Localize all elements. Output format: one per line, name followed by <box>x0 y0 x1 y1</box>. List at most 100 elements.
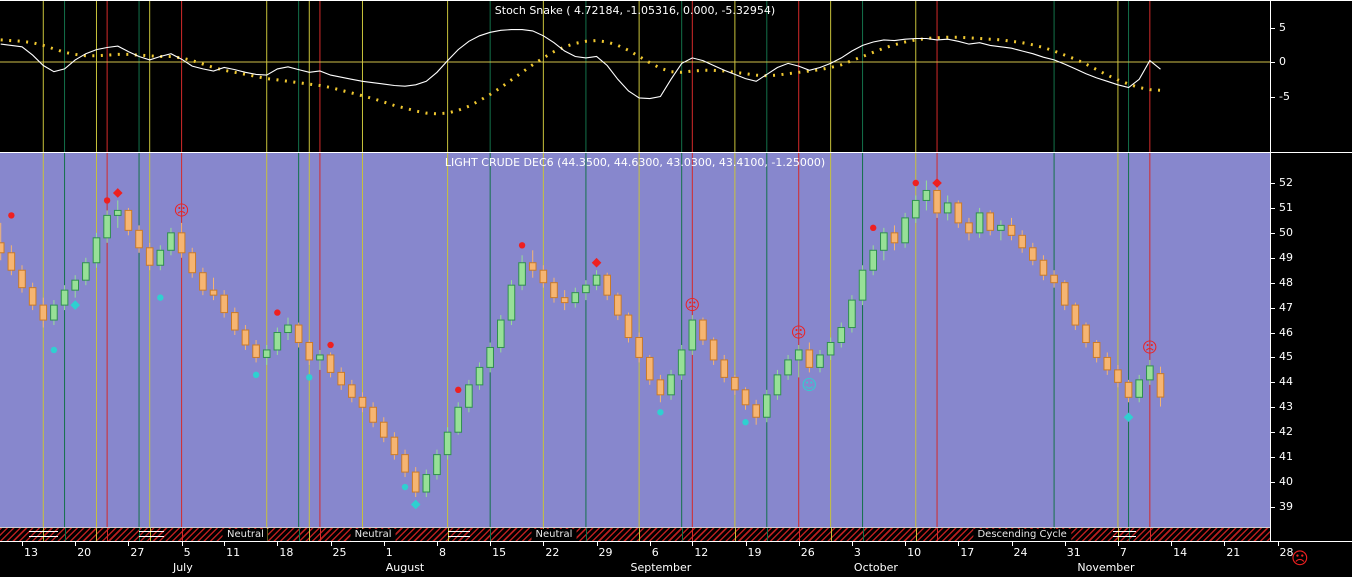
cycle-vline-green <box>681 528 683 541</box>
x-tick-label: 10 <box>907 546 922 559</box>
candle-body <box>518 262 526 286</box>
candle-body <box>752 404 760 418</box>
x-tick-label: 21 <box>1226 546 1241 559</box>
candle-body <box>454 406 463 433</box>
month-label: July <box>172 561 193 574</box>
x-tick-label: 25 <box>332 546 347 559</box>
x-tick <box>490 542 492 546</box>
month-label: August <box>385 561 425 574</box>
marker-cyan-diamond <box>1123 412 1134 423</box>
candle-body <box>0 242 5 254</box>
x-tick-label: 31 <box>1066 546 1081 559</box>
candle-body <box>826 341 835 356</box>
x-tick-label: 14 <box>1173 546 1188 559</box>
x-tick <box>436 542 438 546</box>
marker-red-diamond <box>591 257 602 268</box>
candle-body <box>1156 373 1165 398</box>
marker-sad-face-icon: ☹ <box>684 296 700 314</box>
candle-body <box>433 454 441 476</box>
candle-body <box>901 217 909 244</box>
candle-body <box>113 209 122 216</box>
marker-red-dot <box>327 341 334 349</box>
stoch-axis-label: -5 <box>1279 89 1290 103</box>
x-axis[interactable]: 13 20 27 5 11 18 25 1 8 15 22 29 6 12 19 26 3 10 17 24 31 7 14… <box>0 541 1352 561</box>
stoch-chart-canvas[interactable] <box>0 0 1270 152</box>
price-axis-tick <box>1270 257 1275 259</box>
cycle-band-dash <box>29 536 59 537</box>
candle-body <box>348 384 356 398</box>
candle-body <box>1071 304 1080 326</box>
candle-body <box>1007 224 1016 236</box>
candle-body <box>390 436 399 456</box>
candle-body <box>475 366 484 386</box>
marker-cyan-dot <box>157 294 164 301</box>
x-tick-label: 3 <box>853 546 861 559</box>
candle-body <box>50 304 58 321</box>
candle-body <box>209 289 218 296</box>
candle-body <box>805 349 814 368</box>
candle-body <box>92 237 101 264</box>
stoch-fast-line <box>0 29 1161 100</box>
cycle-band-label: Neutral <box>531 529 577 541</box>
candle-body <box>550 282 558 299</box>
candle-body <box>252 344 260 358</box>
stoch-axis-tick <box>1270 62 1275 63</box>
candle-body <box>305 341 314 361</box>
x-tick <box>330 542 332 546</box>
price-axis-tick <box>1270 183 1275 184</box>
cycle-band-dash <box>139 536 164 537</box>
candle-body <box>326 354 335 373</box>
candle-body <box>1018 234 1026 249</box>
cycle-vline-green <box>64 528 66 541</box>
cycle-vline-yellow <box>830 528 832 541</box>
x-tick <box>745 542 747 546</box>
candle-body <box>379 421 388 438</box>
candle-body <box>28 287 37 306</box>
candle-body <box>975 212 984 234</box>
marker-cyan-dot <box>657 409 664 416</box>
candle-body <box>986 212 995 231</box>
x-tick-label: 26 <box>800 546 815 559</box>
marker-cyan-dot <box>252 371 260 379</box>
candle-body <box>954 202 963 224</box>
cycle-vline-red <box>107 528 109 541</box>
marker-cyan-diamond <box>70 300 81 310</box>
price-axis-tick <box>1270 282 1275 284</box>
candle-body <box>656 379 665 396</box>
marker-sad-face-icon: ☹ <box>1142 338 1158 356</box>
x-tick <box>75 542 77 546</box>
candle-body <box>614 294 622 316</box>
candle-body <box>60 289 69 306</box>
price-axis-label: 45 <box>1279 350 1293 364</box>
stoch-axis-label: 5 <box>1279 20 1286 34</box>
candle-body <box>7 252 16 271</box>
x-tick <box>905 542 907 546</box>
price-axis-tick <box>1270 432 1275 434</box>
price-axis-tick <box>1270 482 1275 484</box>
price-axis-label: 41 <box>1279 450 1293 464</box>
candle-body <box>773 374 782 396</box>
sad-face-icon: ☹ <box>1291 549 1309 569</box>
cycle-vline-yellow <box>149 528 151 541</box>
cycle-band-dash <box>139 531 164 532</box>
x-tick-label: 12 <box>694 546 709 559</box>
candle-body <box>677 349 686 376</box>
candle-body <box>645 356 654 381</box>
stoch-axis-tick <box>1270 27 1275 29</box>
candle-body <box>71 279 80 291</box>
candle-body <box>262 349 271 358</box>
candle-body <box>635 337 643 358</box>
x-tick <box>798 542 800 546</box>
marker-red-dot <box>518 242 526 249</box>
price-axis-tick <box>1270 332 1275 334</box>
candle-body <box>401 454 409 473</box>
marker-cyan-dot <box>742 419 749 426</box>
price-chart-canvas[interactable]: ☹ ☹ ☹ ☺ ☹ <box>0 152 1270 527</box>
candle-body <box>933 189 941 214</box>
x-tick <box>851 542 853 546</box>
cycle-band-label: Neutral <box>350 529 396 541</box>
candle-body <box>486 346 494 368</box>
x-tick <box>543 542 545 546</box>
price-axis-tick <box>1270 506 1275 508</box>
candle-body <box>188 252 197 274</box>
